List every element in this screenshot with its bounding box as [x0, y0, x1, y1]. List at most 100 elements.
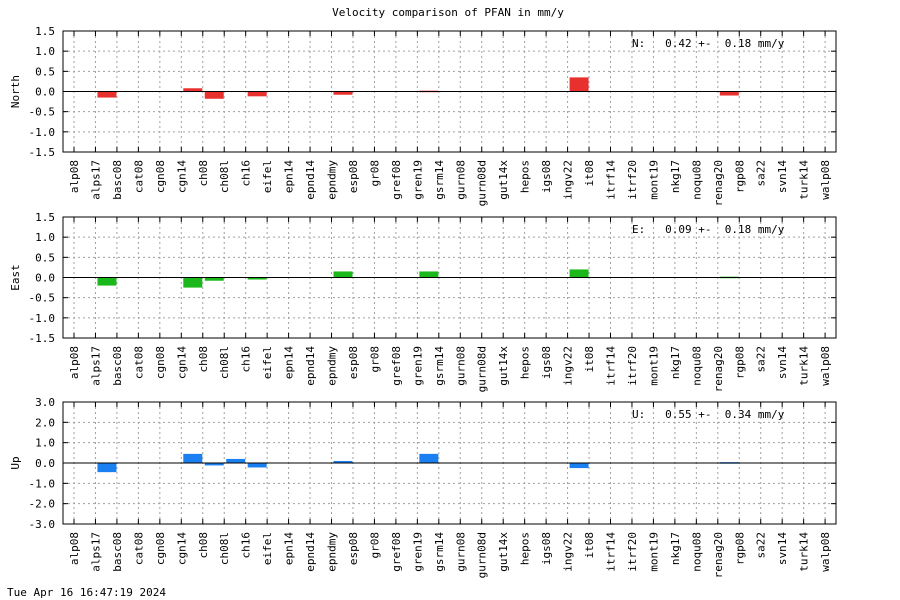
- panel-east-ytick-label: 0.0: [35, 272, 55, 285]
- panel-east-bar-ingv22: [569, 269, 589, 278]
- panel-up-xtick-label-gren19: gren19: [411, 532, 424, 572]
- panel-up-xtick-label-nkg17: nkg17: [669, 532, 682, 565]
- panel-up-xtick-label-it08: it08: [583, 532, 596, 559]
- panel-east-xtick-label-epndmy: epndmy: [326, 346, 339, 386]
- panel-east-xtick-label-gr08: gr08: [368, 346, 381, 373]
- panel-north-ytick-label: -1.5: [29, 146, 56, 159]
- panel-up-xtick-label-esp08: esp08: [347, 532, 360, 565]
- panel-north-xtick-label-gut14x: gut14x: [497, 160, 510, 200]
- panel-east-xtick-label-ingv22: ingv22: [562, 346, 575, 386]
- panel-north-xtick-label-gsrm14: gsrm14: [433, 160, 446, 200]
- panel-up-xtick-label-mont19: mont19: [647, 532, 660, 572]
- panel-up-bar-gren19: [419, 453, 439, 463]
- panel-east-xtick-label-sa22: sa22: [755, 346, 768, 373]
- panel-east-ytick-label: -0.5: [29, 292, 56, 305]
- panel-up-xtick-label-gr08: gr08: [368, 532, 381, 559]
- panel-east-ylabel: East: [9, 264, 22, 291]
- panel-up-ytick-label: 3.0: [35, 396, 55, 409]
- panel-north-xtick-label-gren19: gren19: [411, 160, 424, 200]
- panel-up-xtick-label-cgn14: cgn14: [175, 532, 188, 565]
- panel-north-xtick-label-alp08: alp08: [68, 160, 81, 193]
- panel-up-xtick-label-epn14: epn14: [283, 532, 296, 565]
- panel-north-xtick-label-ch16: ch16: [240, 160, 253, 187]
- panel-north-xtick-label-it08: it08: [583, 160, 596, 187]
- panel-up-ytick-label: 0.0: [35, 457, 55, 470]
- panel-east-frame: [62, 216, 837, 339]
- panel-north-xtick-label-nkg17: nkg17: [669, 160, 682, 193]
- panel-up-xtick-label-walp08: walp08: [819, 532, 832, 572]
- panel-up-xtick-label-rgp08: rgp08: [733, 532, 746, 565]
- panel-up-xtick-label-noqu08: noqu08: [690, 532, 703, 572]
- panel-up-xtick-label-gurn08d: gurn08d: [476, 532, 489, 578]
- panel-east-ytick-label: 1.5: [35, 211, 55, 224]
- panel-east-bar-epndmy: [333, 271, 353, 278]
- panel-north-ytick-label: 0.0: [35, 86, 55, 99]
- panel-up-bar-cgn14: [183, 453, 203, 463]
- panel-up-xtick-label-turk14: turk14: [798, 532, 811, 572]
- panel-north-xtick-label-gr08: gr08: [368, 160, 381, 187]
- panel-up-xtick-label-ch08l: ch08l: [218, 532, 231, 565]
- panel-east-ytick-label: -1.0: [29, 312, 56, 325]
- chart-title: Velocity comparison of PFAN in mm/y: [332, 6, 564, 19]
- panel-north-xtick-label-turk14: turk14: [798, 160, 811, 200]
- panel-up-xtick-label-alps17: alps17: [89, 532, 102, 572]
- panel-north-bar-ingv22: [569, 77, 589, 92]
- panel-north-ytick-label: 1.0: [35, 45, 55, 58]
- panel-north-xtick-label-gref08: gref08: [390, 160, 403, 200]
- panel-east-xtick-label-alp08: alp08: [68, 346, 81, 379]
- panel-up-xtick-label-ch16: ch16: [240, 532, 253, 559]
- panel-up-bar-ch08l: [226, 458, 246, 463]
- panel-east-xtick-label-gren19: gren19: [411, 346, 424, 386]
- panel-east-xtick-label-cgn08: cgn08: [154, 346, 167, 379]
- panel-north-xtick-label-gurn08: gurn08: [454, 160, 467, 200]
- panel-north-xtick-label-cat08: cat08: [132, 160, 145, 193]
- panel-north-xtick-label-svn14: svn14: [776, 160, 789, 193]
- panel-east-xtick-label-it08: it08: [583, 346, 596, 373]
- panel-east-xtick-label-itrf14: itrf14: [605, 346, 618, 386]
- panel-up-bar-ch16: [247, 463, 267, 468]
- panel-up-frame: [62, 401, 837, 525]
- panel-east-xtick-label-epnd14: epnd14: [304, 346, 317, 386]
- panel-north-xtick-label-hepos: hepos: [519, 160, 532, 193]
- panel-east-xtick-label-epn14: epn14: [283, 346, 296, 379]
- panel-north-bar-cgn14: [183, 88, 203, 92]
- panel-up-xtick-label-eifel: eifel: [261, 532, 274, 565]
- panel-east-xtick-label-cat08: cat08: [132, 346, 145, 379]
- panel-up-xtick-label-itrf20: itrf20: [626, 532, 639, 572]
- panel-east-xtick-label-noqu08: noqu08: [690, 346, 703, 386]
- panel-up-ytick-label: 2.0: [35, 416, 55, 429]
- panel-north-bar-ch08: [204, 91, 224, 99]
- panel-east-xtick-label-ch08l: ch08l: [218, 346, 231, 379]
- panel-up-bar-ingv22: [569, 463, 589, 469]
- panel-up-xtick-label-hepos: hepos: [519, 532, 532, 565]
- panel-north-xtick-label-esp08: esp08: [347, 160, 360, 193]
- panel-up-bar-ch08: [204, 463, 224, 466]
- panel-east-xtick-label-renag20: renag20: [712, 346, 725, 392]
- panel-north-xtick-label-gurn08d: gurn08d: [476, 160, 489, 206]
- panel-north-ylabel: North: [9, 75, 22, 108]
- panel-east-bar-ch16: [247, 277, 267, 280]
- panel-north-ytick-label: -0.5: [29, 106, 56, 119]
- panel-north-xtick-label-cgn08: cgn08: [154, 160, 167, 193]
- panel-north-xtick-label-itrf14: itrf14: [605, 160, 618, 200]
- panel-up-xtick-label-igs08: igs08: [540, 532, 553, 565]
- panel-up-bar-alps17: [97, 463, 117, 473]
- panel-up-xtick-label-cgn08: cgn08: [154, 532, 167, 565]
- panel-north-bar-renag20: [719, 91, 739, 96]
- panel-north-xtick-label-noqu08: noqu08: [690, 160, 703, 200]
- panel-east-xtick-label-walp08: walp08: [819, 346, 832, 386]
- panel-east-xtick-label-mont19: mont19: [647, 346, 660, 386]
- panel-north-xtick-label-igs08: igs08: [540, 160, 553, 193]
- panel-north-xtick-label-alps17: alps17: [89, 160, 102, 200]
- panel-up-xtick-label-itrf14: itrf14: [605, 532, 618, 572]
- panel-east-xtick-label-nkg17: nkg17: [669, 346, 682, 379]
- panel-east-bar-cgn14: [183, 277, 203, 288]
- panel-east-ytick-label: 0.5: [35, 251, 55, 264]
- panel-east-ytick-label: -1.5: [29, 332, 56, 345]
- panel-north-bar-epndmy: [333, 91, 353, 95]
- panel-east-xtick-label-eifel: eifel: [261, 346, 274, 379]
- panel-up-xtick-label-ch08: ch08: [197, 532, 210, 559]
- panel-east-xtick-label-esp08: esp08: [347, 346, 360, 379]
- panel-up-xtick-label-renag20: renag20: [712, 532, 725, 578]
